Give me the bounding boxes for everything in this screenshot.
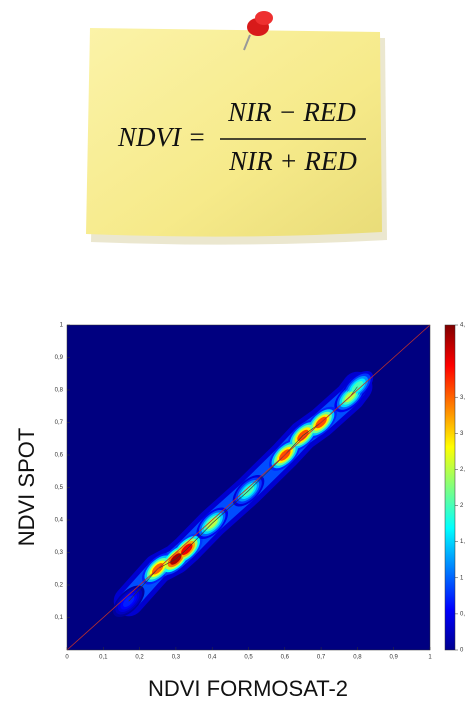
x-tick-label: 0,1 (99, 655, 108, 661)
colorbar-tick-label: 4, (460, 323, 465, 329)
formula-numerator: NIR − RED (227, 97, 356, 127)
y-tick-label: 0,4 (55, 518, 64, 524)
y-tick-label: 0,6 (55, 453, 64, 459)
y-tick-label: 1 (60, 323, 64, 329)
colorbar-tick-label: 3, (460, 395, 465, 401)
x-tick-label: 0 (65, 655, 69, 661)
y-tick-label: 0,8 (55, 388, 64, 394)
formula-denominator: NIR + RED (228, 146, 357, 176)
colorbar-tick-label: 1 (460, 575, 464, 581)
x-axis-label: NDVI FORMOSAT-2 (148, 676, 348, 701)
x-tick-label: 0,5 (244, 655, 253, 661)
identity-line (66, 324, 431, 651)
colorbar (444, 324, 456, 651)
colorbar-tick-label: 0, (460, 611, 465, 617)
sticky-note: NDVI = NIR − RED NIR + RED (86, 11, 387, 245)
y-tick-label: 0,7 (55, 420, 64, 426)
colorbar-tick-label: 0 (460, 648, 464, 654)
y-tick-label: 0,1 (55, 615, 64, 621)
x-tick-label: 1 (428, 655, 432, 661)
y-tick-label: 0,9 (55, 355, 64, 361)
colorbar-tick-label: 2, (460, 467, 465, 473)
x-tick-label: 0,7 (317, 655, 326, 661)
colorbar-tick-label: 2 (460, 503, 464, 509)
x-tick-label: 0,2 (135, 655, 144, 661)
x-tick-label: 0,4 (208, 655, 217, 661)
x-tick-label: 0,6 (281, 655, 290, 661)
x-tick-label: 0,3 (172, 655, 181, 661)
x-tick-label: 0,8 (353, 655, 362, 661)
note-paper (86, 28, 382, 237)
formula-lhs: NDVI = (117, 122, 206, 152)
y-tick-label: 0,3 (55, 550, 64, 556)
pin-top (255, 11, 273, 25)
y-axis-label: NDVI SPOT (14, 428, 39, 547)
y-tick-label: 0,2 (55, 583, 64, 589)
colorbar-tick-label: 1, (460, 539, 465, 545)
y-tick-label: 0,5 (55, 485, 64, 491)
pin-needle (243, 34, 251, 51)
x-tick-label: 0,9 (390, 655, 399, 661)
colorbar-tick-label: 3 (460, 431, 464, 437)
